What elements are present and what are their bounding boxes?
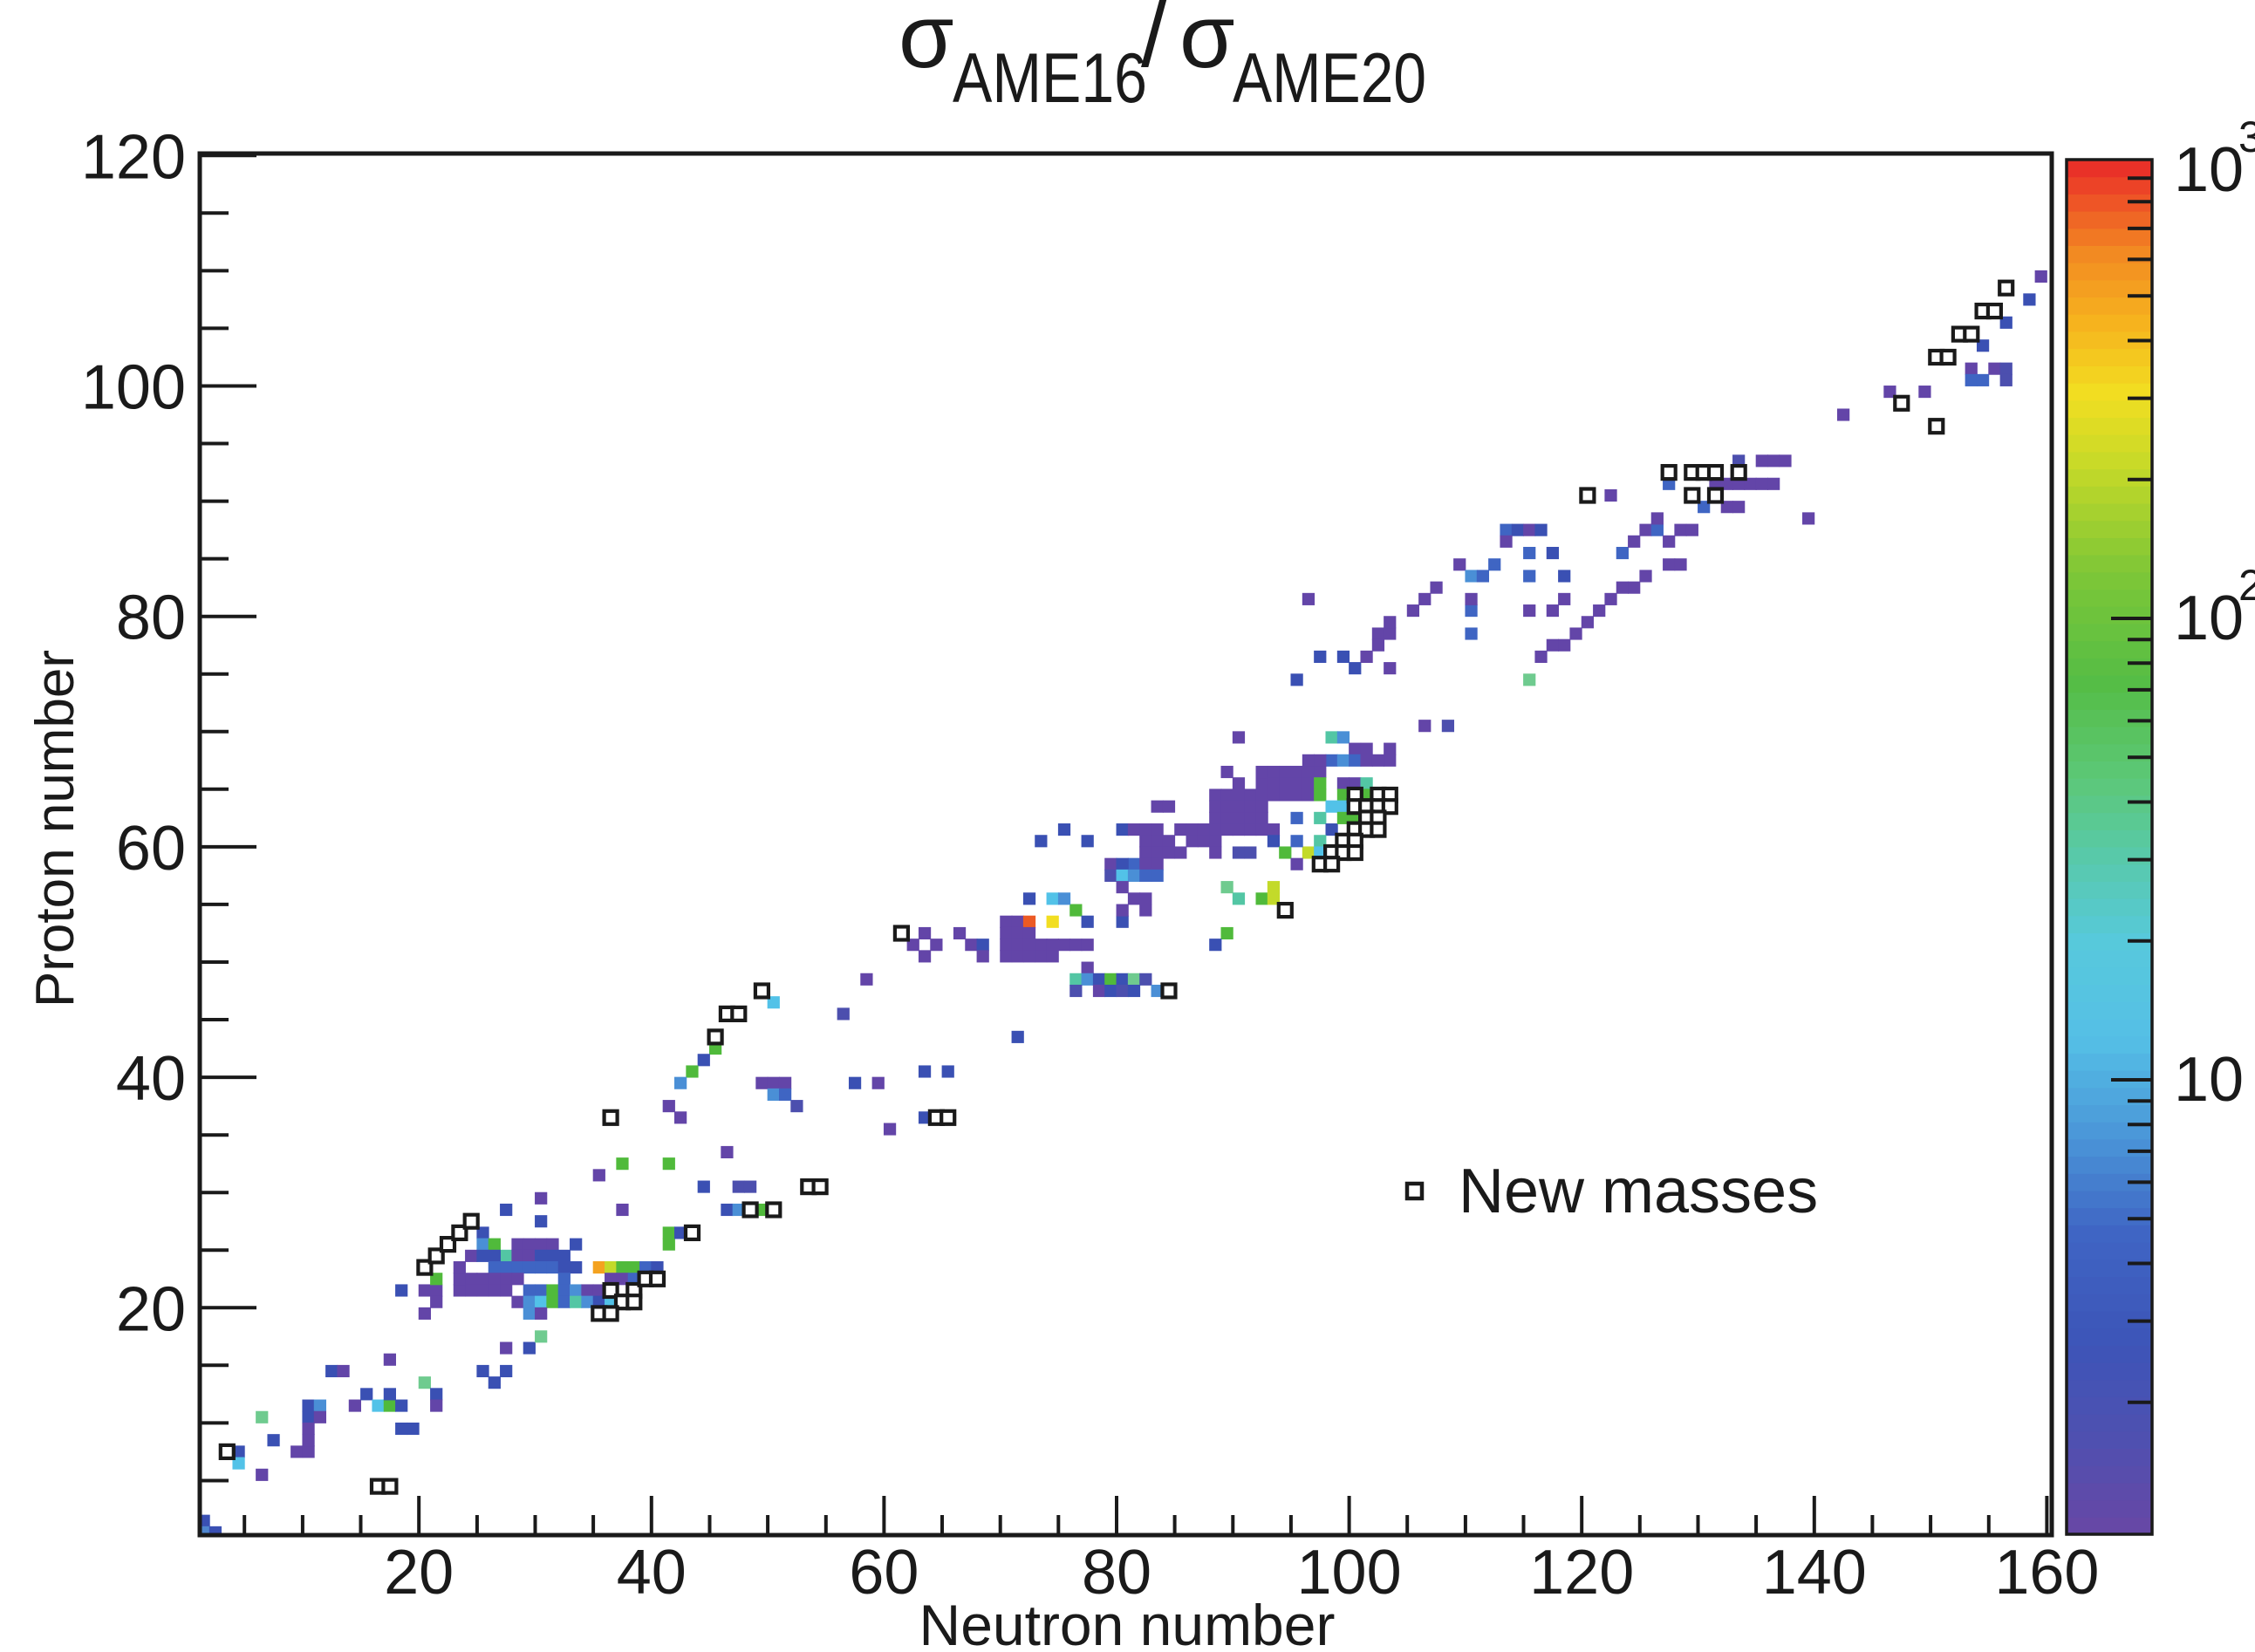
svg-text:80: 80 — [1082, 1538, 1151, 1608]
svg-text:40: 40 — [617, 1538, 687, 1608]
svg-text:80: 80 — [116, 584, 186, 653]
svg-text:10: 10 — [2174, 1045, 2244, 1115]
svg-text:Neutron number: Neutron number — [919, 1593, 1336, 1652]
svg-text:σ: σ — [899, 0, 954, 86]
svg-text:Proton number: Proton number — [25, 650, 85, 1007]
svg-text:160: 160 — [1994, 1538, 2099, 1608]
svg-text:60: 60 — [849, 1538, 919, 1608]
svg-text:140: 140 — [1762, 1538, 1867, 1608]
svg-text:40: 40 — [116, 1044, 186, 1114]
svg-text:20: 20 — [384, 1538, 454, 1608]
svg-text:/: / — [1141, 0, 1167, 86]
svg-text:2: 2 — [2238, 561, 2255, 610]
svg-text:120: 120 — [1529, 1538, 1634, 1608]
svg-text:AME16: AME16 — [953, 39, 1147, 118]
svg-text:100: 100 — [81, 353, 186, 423]
svg-text:100: 100 — [1297, 1538, 1402, 1608]
svg-text:New masses: New masses — [1459, 1157, 1818, 1226]
svg-text:120: 120 — [81, 122, 186, 192]
svg-text:10: 10 — [2174, 584, 2244, 653]
svg-text:σ: σ — [1179, 0, 1235, 86]
svg-text:AME20: AME20 — [1233, 39, 1426, 118]
svg-text:10: 10 — [2174, 135, 2244, 205]
svg-text:20: 20 — [116, 1274, 186, 1344]
svg-text:60: 60 — [116, 814, 186, 884]
svg-text:3: 3 — [2238, 113, 2255, 161]
